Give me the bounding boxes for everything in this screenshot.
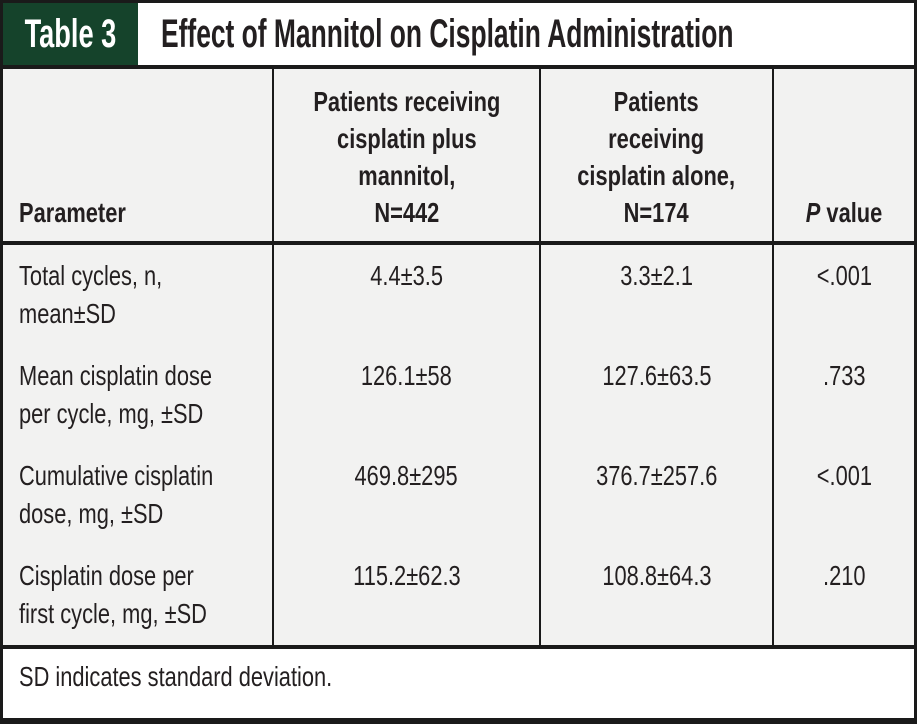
alone-value-cell: 108.8±64.3: [541, 545, 774, 645]
alone-value-cell: 3.3±2.1: [541, 245, 774, 345]
table-row: Cisplatin dose per first cycle, mg, ±SD …: [3, 545, 914, 645]
param-cell: Cumulative cisplatin dose, mg, ±SD: [3, 445, 274, 545]
table-number-tag: Table 3: [3, 3, 138, 65]
table-title-label: Effect of Mannitol on Cisplatin Administ…: [160, 11, 734, 56]
table-row: Mean cisplatin dose per cycle, mg, ±SD 1…: [3, 345, 914, 445]
mannitol-value-cell: 115.2±62.3: [274, 545, 541, 645]
table-header-row: Parameter Patients receiving cisplatin p…: [3, 69, 914, 245]
p-value-cell: <.001: [774, 445, 914, 545]
column-header-alone: Patients receiving cisplatin alone, N=17…: [541, 69, 774, 241]
p-value-cell: .733: [774, 345, 914, 445]
footnote-text: SD indicates standard deviation.: [19, 660, 333, 692]
alone-value-cell: 376.7±257.6: [541, 445, 774, 545]
table-row: Total cycles, n, mean±SD 4.4±3.5 3.3±2.1…: [3, 245, 914, 345]
alone-value-cell: 127.6±63.5: [541, 345, 774, 445]
column-header-mannitol: Patients receiving cisplatin plus mannit…: [274, 69, 541, 241]
table-footnote: SD indicates standard deviation.: [3, 645, 914, 704]
p-value-cell: .210: [774, 545, 914, 645]
table-title: Effect of Mannitol on Cisplatin Administ…: [138, 3, 914, 65]
p-value-italic-p: P: [805, 197, 821, 228]
table-number-label: Table 3: [24, 11, 117, 56]
mannitol-value-cell: 126.1±58: [274, 345, 541, 445]
p-value-rest: value: [820, 197, 883, 228]
table-row: Cumulative cisplatin dose, mg, ±SD 469.8…: [3, 445, 914, 545]
column-header-parameter: Parameter: [3, 69, 274, 241]
param-cell: Cisplatin dose per first cycle, mg, ±SD: [3, 545, 274, 645]
param-cell: Total cycles, n, mean±SD: [3, 245, 274, 345]
p-value-cell: <.001: [774, 245, 914, 345]
title-bar: Table 3 Effect of Mannitol on Cisplatin …: [3, 3, 914, 69]
mannitol-value-cell: 469.8±295: [274, 445, 541, 545]
mannitol-value-cell: 4.4±3.5: [274, 245, 541, 345]
column-header-pvalue: P value: [774, 69, 914, 241]
param-cell: Mean cisplatin dose per cycle, mg, ±SD: [3, 345, 274, 445]
